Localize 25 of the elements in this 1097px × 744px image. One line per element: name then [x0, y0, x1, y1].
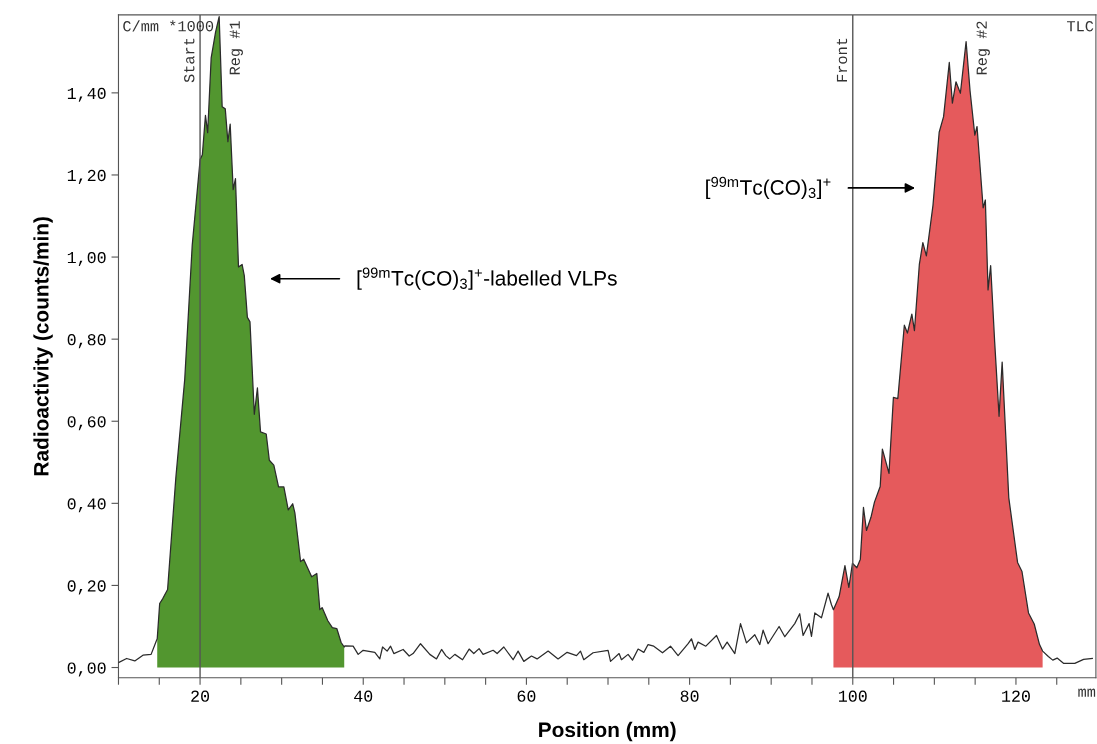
x-tick-label: 100 — [838, 690, 867, 702]
y-tick-label: 1,00 — [67, 251, 106, 267]
x-tick-label: 40 — [354, 690, 373, 702]
y-tick-label: 0,80 — [67, 334, 106, 349]
line-series — [118, 15, 1093, 665]
ref-line-label: Start — [184, 38, 195, 83]
ref-line-label: Front — [836, 38, 848, 82]
y-tick-label: 1,40 — [67, 87, 106, 102]
x-tick-label: 60 — [517, 690, 536, 702]
y-tick-label: 0,40 — [67, 498, 106, 513]
x-axis-title: Position (mm) — [539, 721, 676, 742]
x-tick-label: 120 — [1002, 690, 1030, 702]
annotation: [$^{99m}$Tc(CO)$_{3}$]$^{+}$ — [706, 176, 831, 199]
annotation: TLC — [1067, 21, 1094, 32]
y-tick-label: 0,60 — [67, 416, 106, 431]
text: Reg #1 — [229, 21, 243, 75]
y-tick-label: 0,00 — [67, 662, 106, 677]
x-tick-label: 80 — [680, 690, 699, 702]
x-tick-label: 20 — [191, 690, 210, 702]
text: Reg #2 — [976, 21, 990, 75]
text: mm — [1078, 688, 1096, 697]
y-tick-label: 1,20 — [67, 169, 106, 184]
y-tick-label: 0,20 — [67, 580, 106, 595]
annotation: [$^{99m}$Tc(CO)$_{3}$]$^{+}$-labelled VLPs — [357, 267, 617, 290]
y-axis-title: Radioactivity (counts/min) — [33, 217, 53, 476]
